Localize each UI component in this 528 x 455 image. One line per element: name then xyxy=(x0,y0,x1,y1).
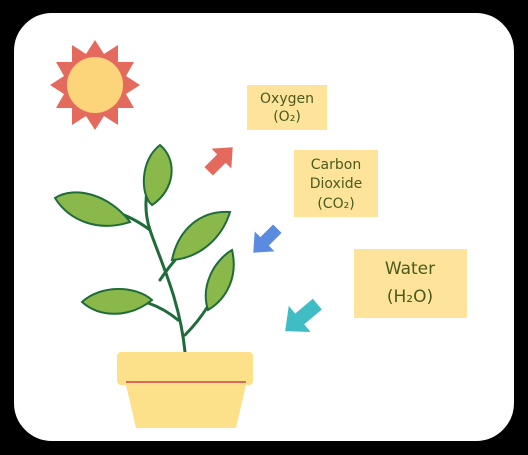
diagram: Oxygen (O₂) Carbon Dioxide (CO₂) Water (… xyxy=(0,0,528,455)
label-text: (O₂) xyxy=(273,109,301,125)
label-text: Oxygen xyxy=(260,91,314,107)
sun-core xyxy=(67,57,123,113)
label-text: Water xyxy=(385,259,435,279)
pot xyxy=(117,352,253,428)
label-text: Dioxide xyxy=(310,176,362,192)
page: Oxygen (O₂) Carbon Dioxide (CO₂) Water (… xyxy=(0,0,528,455)
label-text: (CO₂) xyxy=(317,196,354,212)
label-text: (H₂O) xyxy=(387,287,433,307)
label-text: Carbon xyxy=(311,157,361,173)
